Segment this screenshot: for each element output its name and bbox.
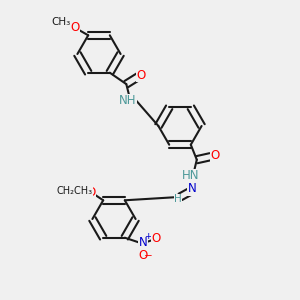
Text: O: O: [152, 232, 161, 245]
Text: CH₂CH₃: CH₂CH₃: [57, 186, 93, 196]
Text: O: O: [210, 149, 219, 162]
Text: HN: HN: [182, 169, 200, 182]
Text: O: O: [70, 21, 79, 34]
Text: −: −: [144, 251, 153, 261]
Text: N: N: [188, 182, 197, 195]
Text: O: O: [87, 186, 96, 199]
Text: N: N: [138, 236, 147, 249]
Text: O: O: [137, 69, 146, 82]
Text: H: H: [174, 194, 182, 204]
Text: O: O: [138, 249, 147, 262]
Text: +: +: [144, 232, 152, 241]
Text: CH₃: CH₃: [52, 17, 71, 27]
Text: NH: NH: [119, 94, 136, 107]
